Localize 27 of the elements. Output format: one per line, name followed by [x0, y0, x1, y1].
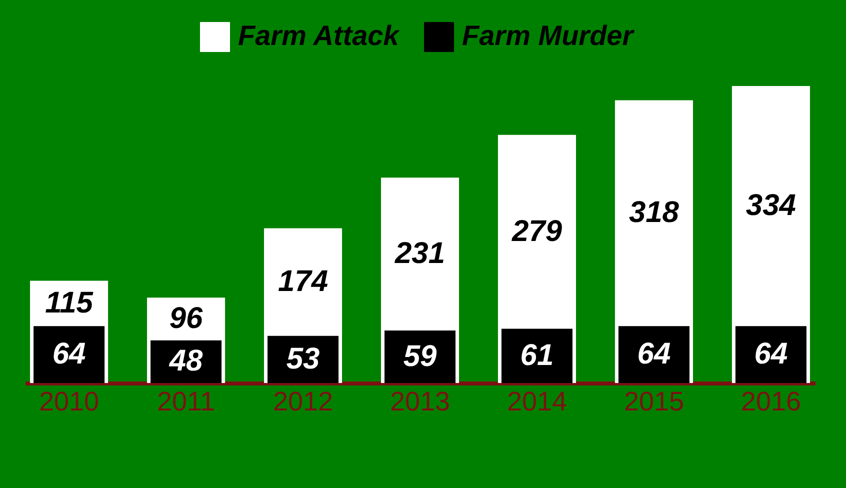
bar [618, 326, 690, 383]
data-label: 334 [746, 189, 796, 222]
x-tick-label: 2011 [157, 386, 216, 416]
bar [34, 326, 105, 383]
bar [735, 326, 806, 383]
data-label: 48 [168, 344, 204, 378]
data-label: 64 [52, 338, 86, 371]
data-label: 59 [403, 340, 437, 373]
data-label: 318 [628, 196, 680, 230]
data-label: 64 [637, 338, 671, 371]
bar [501, 328, 572, 383]
data-label: 53 [286, 342, 320, 376]
data-label: 61 [520, 338, 554, 372]
x-tick-label: 2013 [390, 386, 450, 416]
legend-label: Farm Attack [238, 20, 400, 51]
data-label: 96 [169, 302, 204, 335]
data-label: 64 [754, 338, 788, 371]
legend-label: Farm Murder [462, 20, 636, 51]
data-label: 279 [510, 214, 562, 248]
x-tick-label: 2014 [506, 386, 568, 416]
data-label: 231 [394, 237, 446, 270]
data-label: 115 [45, 286, 94, 320]
x-tick-label: 2012 [272, 386, 334, 416]
x-tick-label: 2016 [740, 386, 801, 416]
x-tick-label: 2010 [39, 386, 100, 416]
x-tick-label: 2015 [624, 386, 684, 416]
data-label: 174 [278, 265, 328, 298]
